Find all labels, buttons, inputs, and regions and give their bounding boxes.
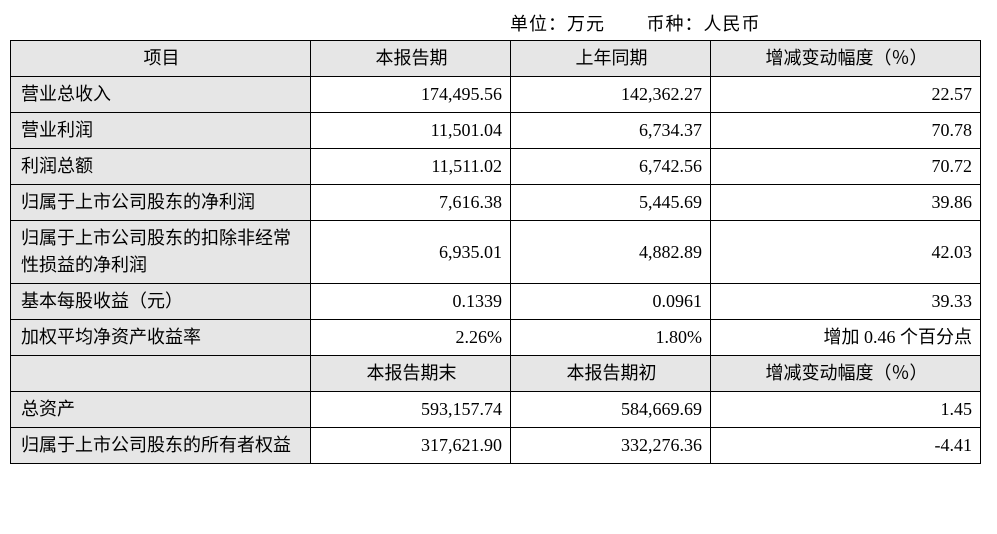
row-value-change: 增加 0.46 个百分点 bbox=[711, 320, 981, 356]
row-value-current: 6,935.01 bbox=[311, 221, 511, 284]
financial-table: 项目 本报告期 上年同期 增减变动幅度（％） 营业总收入 174,495.56 … bbox=[10, 40, 981, 464]
unit-value: 万元 bbox=[567, 14, 605, 34]
header-item: 项目 bbox=[11, 41, 311, 77]
row-value-end: 317,621.90 bbox=[311, 428, 511, 464]
table-row: 利润总额 11,511.02 6,742.56 70.72 bbox=[11, 149, 981, 185]
row-value-prior: 5,445.69 bbox=[511, 185, 711, 221]
row-value-begin: 584,669.69 bbox=[511, 392, 711, 428]
row-value-prior: 4,882.89 bbox=[511, 221, 711, 284]
row-value-change: 70.78 bbox=[711, 113, 981, 149]
row-label: 归属于上市公司股东的所有者权益 bbox=[11, 428, 311, 464]
table-row: 归属于上市公司股东的扣除非经常性损益的净利润 6,935.01 4,882.89… bbox=[11, 221, 981, 284]
row-value-change: 39.86 bbox=[711, 185, 981, 221]
currency-label: 币种： bbox=[647, 14, 704, 34]
row-value-current: 11,511.02 bbox=[311, 149, 511, 185]
row-value-change: 22.57 bbox=[711, 77, 981, 113]
header-current-period: 本报告期 bbox=[311, 41, 511, 77]
row-value-prior: 0.0961 bbox=[511, 284, 711, 320]
table-row: 加权平均净资产收益率 2.26% 1.80% 增加 0.46 个百分点 bbox=[11, 320, 981, 356]
row-label: 利润总额 bbox=[11, 149, 311, 185]
row-value-prior: 142,362.27 bbox=[511, 77, 711, 113]
sub-header-change-pct: 增减变动幅度（％） bbox=[711, 356, 981, 392]
unit-block: 单位：万元 bbox=[510, 10, 605, 36]
table-row: 基本每股收益（元） 0.1339 0.0961 39.33 bbox=[11, 284, 981, 320]
table-row: 归属于上市公司股东的所有者权益 317,621.90 332,276.36 -4… bbox=[11, 428, 981, 464]
currency-value: 人民币 bbox=[704, 14, 761, 34]
row-label: 总资产 bbox=[11, 392, 311, 428]
header-change-pct: 增减变动幅度（％） bbox=[711, 41, 981, 77]
row-value-prior: 6,742.56 bbox=[511, 149, 711, 185]
row-value-change: 1.45 bbox=[711, 392, 981, 428]
row-value-current: 174,495.56 bbox=[311, 77, 511, 113]
row-label: 营业总收入 bbox=[11, 77, 311, 113]
sub-header-blank bbox=[11, 356, 311, 392]
sub-header-period-end: 本报告期末 bbox=[311, 356, 511, 392]
row-label: 加权平均净资产收益率 bbox=[11, 320, 311, 356]
table-sub-header-row: 本报告期末 本报告期初 增减变动幅度（％） bbox=[11, 356, 981, 392]
header-prior-period: 上年同期 bbox=[511, 41, 711, 77]
row-label: 归属于上市公司股东的净利润 bbox=[11, 185, 311, 221]
row-label: 基本每股收益（元） bbox=[11, 284, 311, 320]
table-caption: 单位：万元 币种：人民币 bbox=[10, 10, 980, 40]
row-value-change: -4.41 bbox=[711, 428, 981, 464]
table-row: 营业利润 11,501.04 6,734.37 70.78 bbox=[11, 113, 981, 149]
row-value-current: 2.26% bbox=[311, 320, 511, 356]
table-row: 归属于上市公司股东的净利润 7,616.38 5,445.69 39.86 bbox=[11, 185, 981, 221]
row-value-change: 70.72 bbox=[711, 149, 981, 185]
sub-header-period-begin: 本报告期初 bbox=[511, 356, 711, 392]
row-value-change: 39.33 bbox=[711, 284, 981, 320]
row-value-current: 0.1339 bbox=[311, 284, 511, 320]
row-value-begin: 332,276.36 bbox=[511, 428, 711, 464]
row-value-current: 11,501.04 bbox=[311, 113, 511, 149]
currency-block: 币种：人民币 bbox=[647, 10, 761, 36]
row-value-current: 7,616.38 bbox=[311, 185, 511, 221]
row-value-end: 593,157.74 bbox=[311, 392, 511, 428]
unit-label: 单位： bbox=[510, 14, 567, 34]
table-header-row: 项目 本报告期 上年同期 增减变动幅度（％） bbox=[11, 41, 981, 77]
row-label: 营业利润 bbox=[11, 113, 311, 149]
table-row: 总资产 593,157.74 584,669.69 1.45 bbox=[11, 392, 981, 428]
table-row: 营业总收入 174,495.56 142,362.27 22.57 bbox=[11, 77, 981, 113]
row-value-change: 42.03 bbox=[711, 221, 981, 284]
row-value-prior: 6,734.37 bbox=[511, 113, 711, 149]
row-value-prior: 1.80% bbox=[511, 320, 711, 356]
row-label: 归属于上市公司股东的扣除非经常性损益的净利润 bbox=[11, 221, 311, 284]
